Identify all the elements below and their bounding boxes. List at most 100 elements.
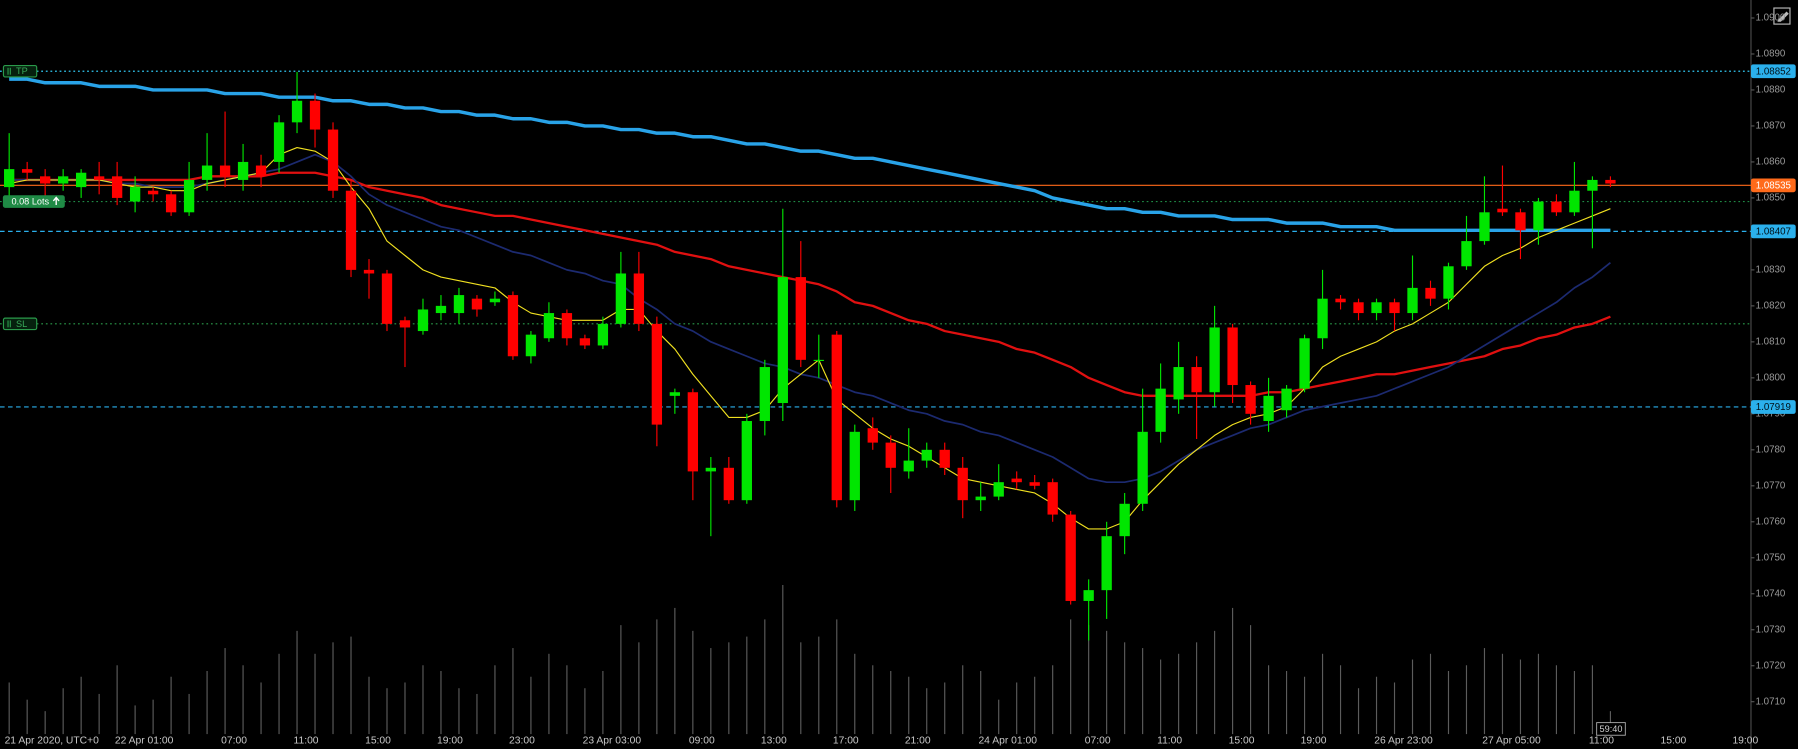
candle-body bbox=[327, 129, 339, 191]
candle-body bbox=[165, 194, 177, 213]
candle-body bbox=[1335, 298, 1346, 303]
order-tag-label: TP bbox=[16, 66, 28, 76]
candle-body bbox=[1227, 327, 1238, 386]
candle-body bbox=[1389, 302, 1400, 314]
x-tick-label: 13:00 bbox=[761, 736, 787, 747]
x-tick-label: 21:00 bbox=[905, 736, 931, 747]
candle-body bbox=[1461, 241, 1472, 267]
y-tick-label: 1.0800 bbox=[1756, 372, 1786, 383]
x-tick-label: 26 Apr 23:00 bbox=[1374, 736, 1433, 747]
candle-body bbox=[345, 190, 357, 270]
x-tick-label: 11:00 bbox=[1157, 736, 1182, 747]
x-tick-label: 15:00 bbox=[1660, 736, 1686, 747]
y-tick-label: 1.0790 bbox=[1756, 408, 1786, 419]
candle-body bbox=[381, 273, 393, 324]
candle-body bbox=[219, 165, 231, 177]
candle-body bbox=[1011, 478, 1022, 483]
candle-body bbox=[633, 273, 645, 324]
x-tick-label: 22 Apr 01:00 bbox=[115, 736, 174, 747]
candle-body bbox=[1605, 179, 1616, 184]
price-box bbox=[1750, 64, 1796, 79]
y-tick-label: 1.0760 bbox=[1756, 516, 1786, 527]
y-tick-label: 1.0830 bbox=[1756, 264, 1786, 275]
candle-body bbox=[129, 187, 141, 202]
candle-body bbox=[1587, 179, 1598, 191]
price-box bbox=[1750, 224, 1796, 239]
candle-timer: 59:40 bbox=[1600, 724, 1623, 734]
candle-body bbox=[1425, 287, 1436, 299]
candle-body bbox=[1119, 503, 1130, 537]
edit-icon-pencil[interactable] bbox=[1777, 11, 1789, 22]
candle-body bbox=[903, 460, 914, 472]
candle-body bbox=[957, 467, 968, 501]
x-tick-label: 07:00 bbox=[1085, 736, 1111, 747]
candle-body bbox=[813, 359, 824, 361]
y-tick-label: 1.0810 bbox=[1756, 336, 1786, 347]
candle-body bbox=[543, 313, 555, 339]
order-tag-label: SL bbox=[16, 319, 27, 329]
candle-body bbox=[57, 176, 69, 184]
candle-body bbox=[75, 172, 87, 188]
candle-body bbox=[291, 100, 303, 123]
candle-body bbox=[921, 449, 932, 461]
candle-body bbox=[1551, 201, 1562, 213]
y-tick-label: 1.0740 bbox=[1756, 588, 1786, 599]
y-tick-label: 1.0870 bbox=[1756, 121, 1786, 132]
order-direction-arrow bbox=[52, 196, 60, 205]
x-tick-label: 15:00 bbox=[1229, 736, 1255, 747]
candle-body bbox=[1281, 388, 1292, 411]
candle-body bbox=[237, 161, 249, 180]
order-tag bbox=[2, 64, 38, 78]
candle-body bbox=[993, 482, 1004, 497]
candle-body bbox=[309, 100, 321, 130]
candle-body bbox=[363, 269, 375, 274]
candle-body bbox=[201, 165, 213, 180]
candle-body bbox=[687, 392, 699, 472]
price-box bbox=[1750, 178, 1796, 193]
candle-body bbox=[453, 295, 465, 314]
order-tag bbox=[2, 317, 38, 331]
moving-average-line bbox=[9, 171, 1611, 397]
candle-body bbox=[1083, 590, 1094, 601]
candle-body bbox=[1191, 367, 1202, 393]
candle-body bbox=[867, 428, 878, 443]
candle-body bbox=[1479, 212, 1490, 242]
x-tick-label: 11:00 bbox=[1589, 736, 1614, 747]
y-tick-label: 1.0720 bbox=[1756, 660, 1786, 671]
candle-body bbox=[1155, 388, 1166, 432]
x-tick-label: 23 Apr 03:00 bbox=[583, 736, 642, 747]
candle-body bbox=[651, 323, 663, 425]
candle-body bbox=[1515, 212, 1526, 231]
price-box-label: 1.07919 bbox=[1756, 402, 1791, 413]
candle-body bbox=[831, 334, 842, 501]
candles bbox=[4, 71, 1616, 641]
candle-body bbox=[795, 277, 806, 360]
candle-body bbox=[561, 313, 573, 339]
x-tick-label: 24 Apr 01:00 bbox=[978, 736, 1037, 747]
y-tick-label: 1.0710 bbox=[1756, 696, 1786, 707]
candle-body bbox=[417, 309, 429, 332]
candle-body bbox=[1137, 431, 1148, 504]
candle-body bbox=[615, 273, 627, 324]
candle-body bbox=[273, 122, 285, 162]
order-tag bbox=[2, 195, 65, 208]
y-tick-label: 1.0860 bbox=[1756, 157, 1786, 168]
candle-body bbox=[255, 165, 267, 177]
moving-average-line bbox=[9, 77, 1611, 233]
candle-body bbox=[885, 442, 896, 468]
x-tick-label: 17:00 bbox=[833, 736, 859, 747]
candle-body bbox=[1299, 338, 1310, 389]
x-tick-label: 19:00 bbox=[1732, 736, 1758, 747]
candle-body bbox=[111, 176, 123, 198]
candle-body bbox=[669, 392, 681, 396]
x-tick-label: 19:00 bbox=[1301, 736, 1327, 747]
edit-icon[interactable] bbox=[1773, 7, 1791, 25]
candle-body bbox=[507, 295, 519, 357]
x-tick-label: 11:00 bbox=[294, 736, 319, 747]
candle-body bbox=[1497, 208, 1508, 213]
price-box bbox=[1750, 400, 1796, 414]
edit-icon-frame[interactable] bbox=[1773, 7, 1791, 25]
